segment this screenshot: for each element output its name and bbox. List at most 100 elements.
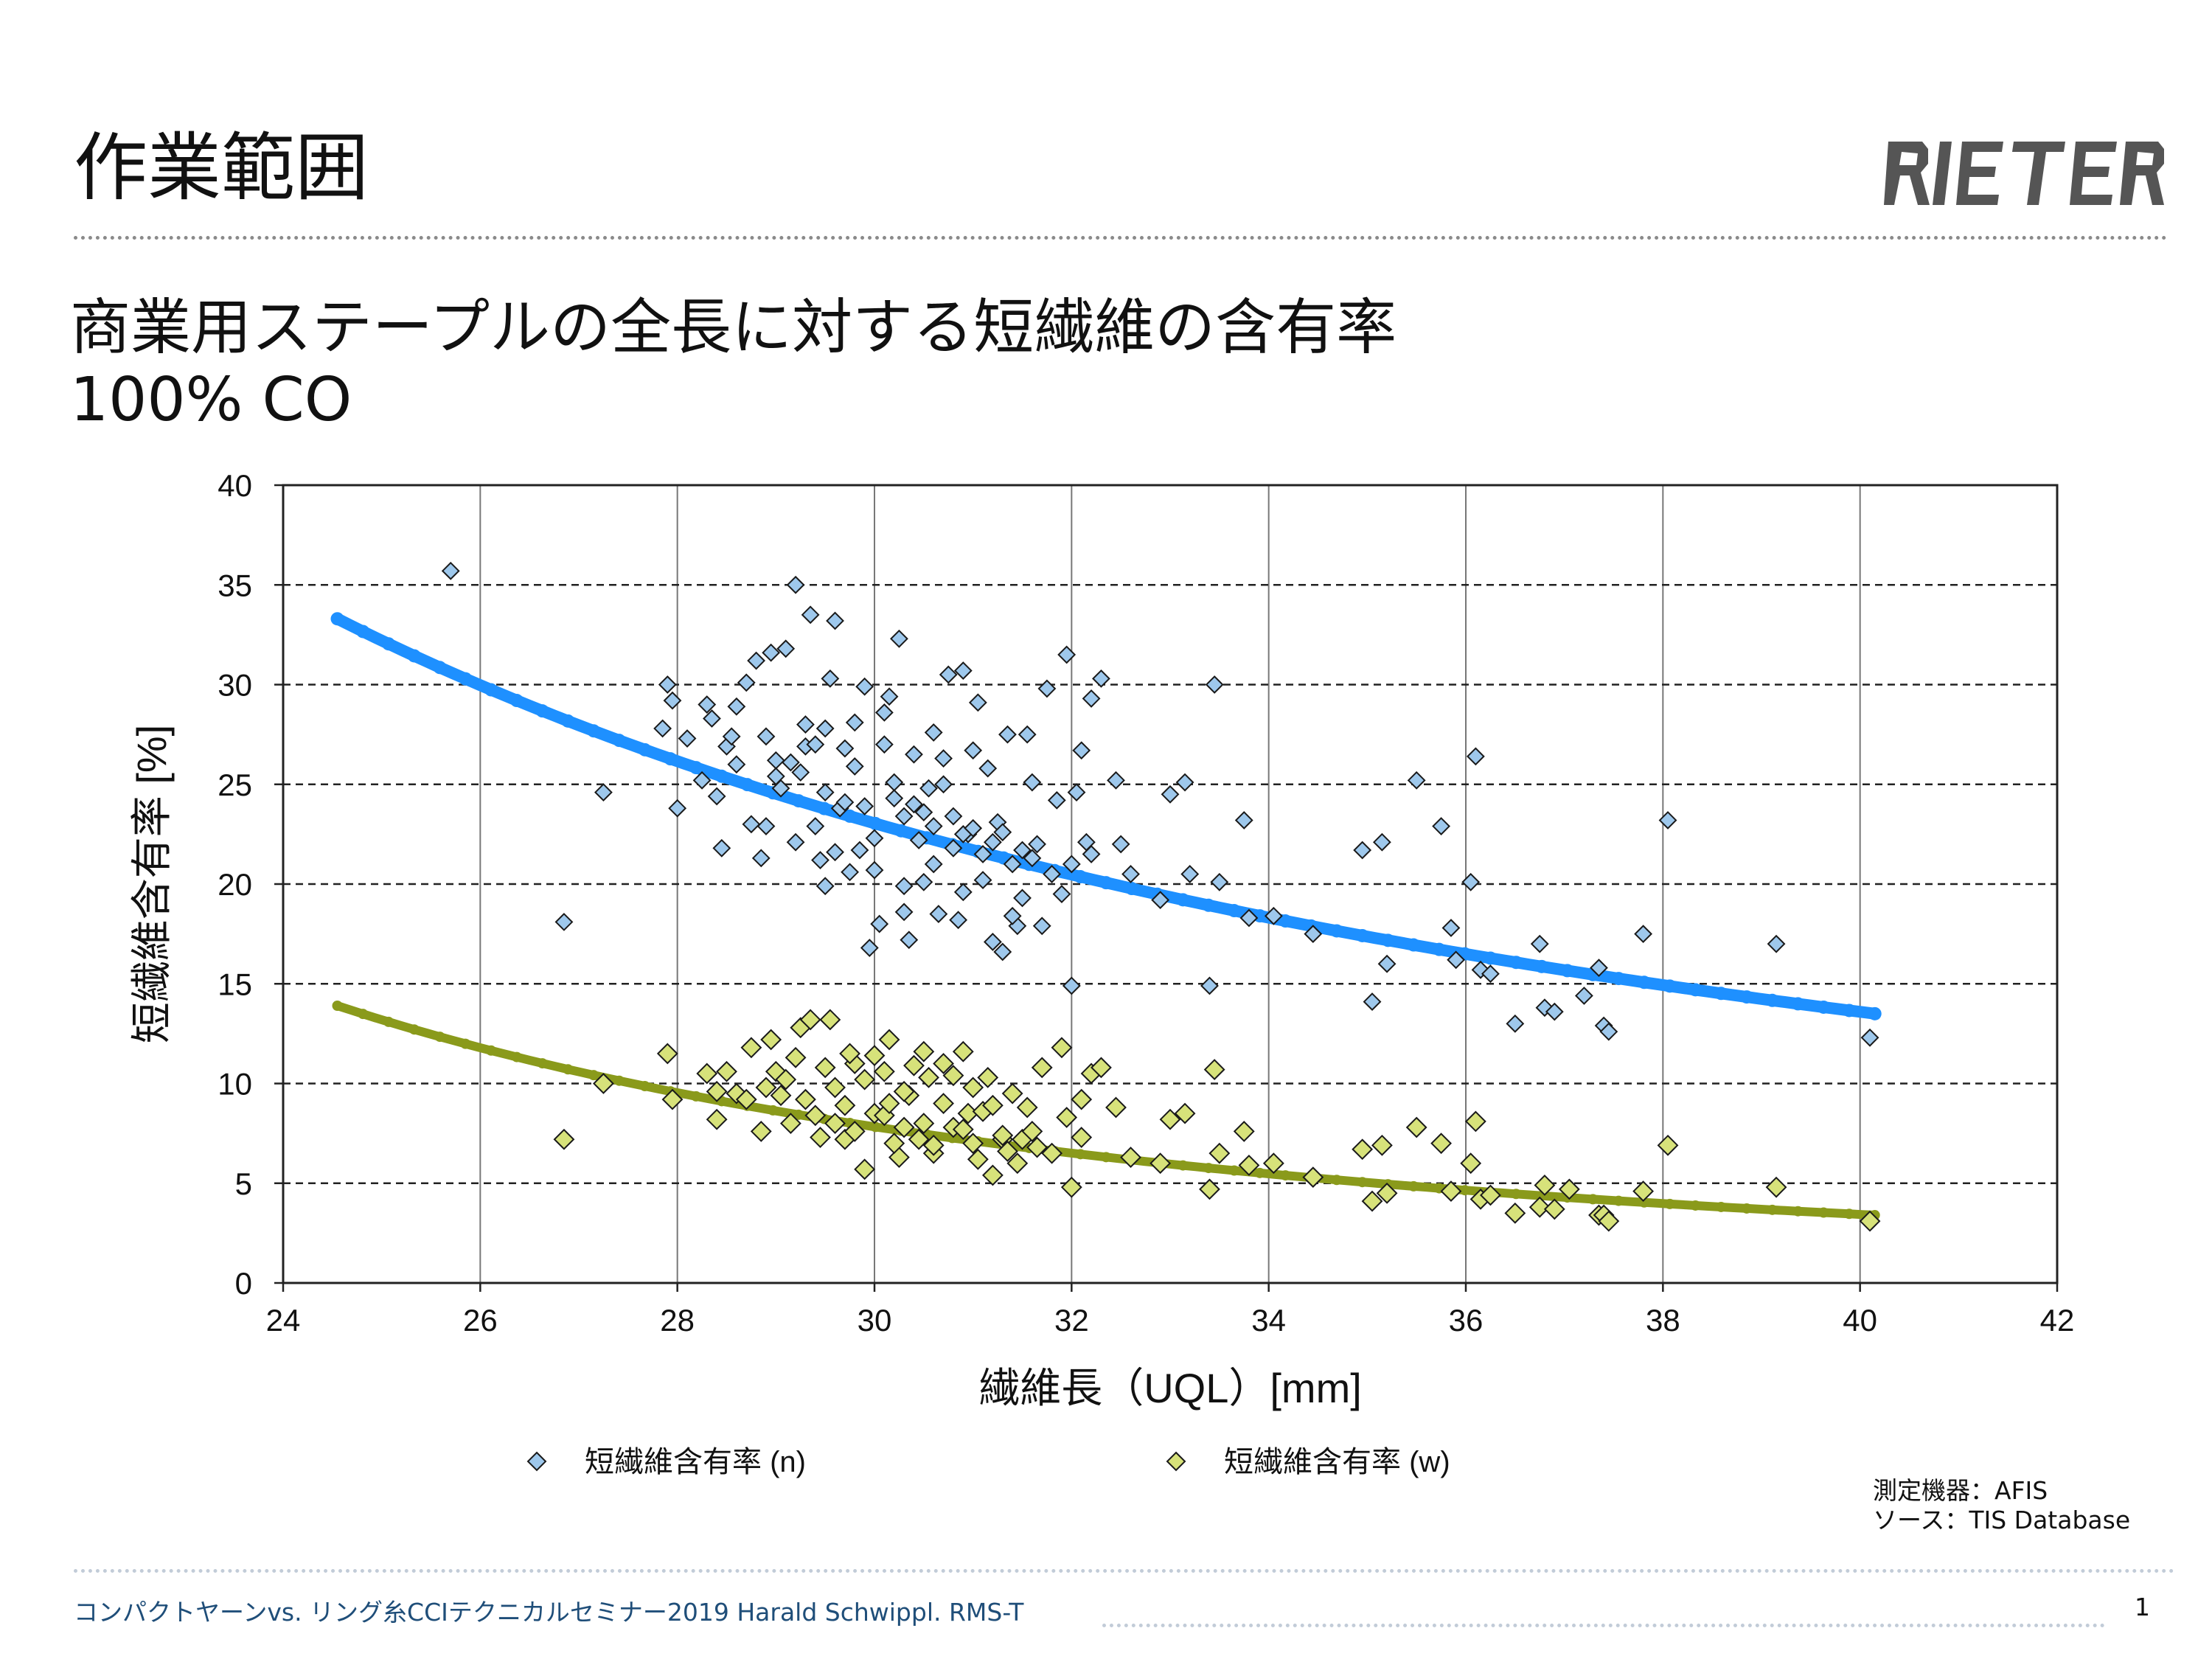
data-point-w <box>883 1133 905 1155</box>
data-point-w <box>1174 1102 1196 1124</box>
data-point-n <box>826 611 844 630</box>
data-point-n <box>791 763 810 782</box>
data-point-n <box>1234 811 1253 830</box>
data-point-n <box>1062 976 1081 995</box>
data-point-n <box>1037 679 1057 698</box>
data-point-w <box>997 1141 1018 1162</box>
data-point-w <box>656 1043 678 1065</box>
data-point-n <box>885 789 904 808</box>
data-point-w <box>1016 1096 1038 1119</box>
data-point-n <box>1092 669 1110 688</box>
data-point-w <box>1199 1178 1220 1200</box>
data-point-w <box>933 1093 954 1114</box>
data-point-w <box>1371 1134 1393 1156</box>
data-point-n <box>1067 783 1086 801</box>
data-point-n <box>894 807 914 826</box>
data-point-w <box>1302 1166 1324 1189</box>
trendline <box>331 613 1881 1020</box>
data-point-n <box>796 715 815 734</box>
data-point-n <box>1107 771 1125 790</box>
rieter-logo <box>1884 142 2164 205</box>
data-point-n <box>874 703 894 722</box>
data-point-n <box>815 877 835 896</box>
data-point-w <box>1361 1190 1383 1212</box>
data-point-w <box>696 1062 718 1085</box>
data-point-w <box>992 1124 1014 1147</box>
data-point-w <box>1208 1142 1231 1164</box>
data-point-w <box>1105 1096 1127 1119</box>
data-point-w <box>878 1093 900 1114</box>
data-point-w <box>814 1057 836 1079</box>
data-point-w <box>706 1080 728 1102</box>
footer-dotted-rule-bottom <box>1102 1624 2105 1627</box>
data-point-n <box>806 735 825 754</box>
legend-layer: 短繊維含有率 (n) 短繊維含有率 (w) <box>526 1446 1450 1478</box>
data-point-n <box>1767 934 1786 953</box>
data-point-n <box>658 675 677 694</box>
data-point-n <box>855 677 874 696</box>
data-point-n <box>880 687 899 706</box>
data-point-n <box>1151 891 1170 910</box>
data-point-n <box>874 735 894 754</box>
data-point-n <box>998 725 1017 744</box>
data-point-n <box>1363 992 1382 1012</box>
data-point-n <box>1028 835 1046 854</box>
data-point-n <box>1052 885 1071 903</box>
data-point-w <box>770 1085 792 1107</box>
data-point-n <box>1111 835 1130 854</box>
data-point-w <box>824 1077 846 1099</box>
data-point-n <box>815 719 835 738</box>
data-point-n <box>737 673 756 692</box>
data-point-n <box>983 933 1002 951</box>
y-axis-title: 短繊維含有率 [%] <box>128 725 175 1043</box>
data-point-n <box>900 931 919 950</box>
data-point-n <box>944 838 963 858</box>
data-point-w <box>706 1108 728 1130</box>
data-point-w <box>726 1082 748 1105</box>
data-point-w <box>1859 1210 1881 1232</box>
data-point-n <box>1180 865 1200 883</box>
data-point-w <box>735 1088 757 1110</box>
data-point-w <box>903 1054 925 1077</box>
data-point-w <box>1203 1059 1225 1080</box>
chart-subtitle: 商業用ステープルの全長に対する短繊維の含有率 100% CO <box>70 292 1397 437</box>
data-point-w <box>977 1066 999 1088</box>
data-point-w <box>819 1009 841 1031</box>
data-point-n <box>841 863 859 882</box>
data-point-n <box>1599 1022 1618 1041</box>
data-point-w <box>1159 1108 1181 1130</box>
data-point-n <box>1210 872 1229 891</box>
data-point-n <box>703 709 721 728</box>
data-point-w <box>981 1094 1004 1116</box>
data-point-w <box>1031 1057 1053 1079</box>
data-point-w <box>981 1164 1004 1186</box>
y-tick-label: 10 <box>218 1067 252 1102</box>
data-point-n <box>1377 954 1397 973</box>
data-point-n <box>835 739 855 758</box>
data-point-w <box>1051 1037 1073 1059</box>
data-point-n <box>1072 741 1091 760</box>
data-point-n <box>1372 832 1391 852</box>
data-point-w <box>952 1119 974 1141</box>
data-point-n <box>678 729 697 748</box>
data-point-n <box>826 843 844 862</box>
y-tick-label: 15 <box>218 967 252 1001</box>
data-point-n <box>1047 790 1066 810</box>
data-point-n <box>1032 917 1051 936</box>
data-point-w <box>834 1094 856 1116</box>
data-point-n <box>1043 865 1062 883</box>
data-point-n <box>1121 865 1140 883</box>
data-point-n <box>712 838 731 858</box>
data-point-n <box>1161 785 1180 804</box>
source-note: 測定機器：AFIS ソース：TIS Database <box>1873 1476 2130 1536</box>
data-point-w <box>1352 1138 1374 1161</box>
data-point-n <box>742 815 761 834</box>
data-point-w <box>952 1040 974 1062</box>
data-point-n <box>835 793 855 812</box>
data-point-n <box>1013 888 1032 908</box>
data-point-w <box>1598 1210 1620 1232</box>
data-point-w <box>785 1046 807 1068</box>
data-point-w <box>1150 1152 1172 1175</box>
data-point-w <box>854 1158 876 1180</box>
data-point-w <box>1056 1107 1078 1128</box>
